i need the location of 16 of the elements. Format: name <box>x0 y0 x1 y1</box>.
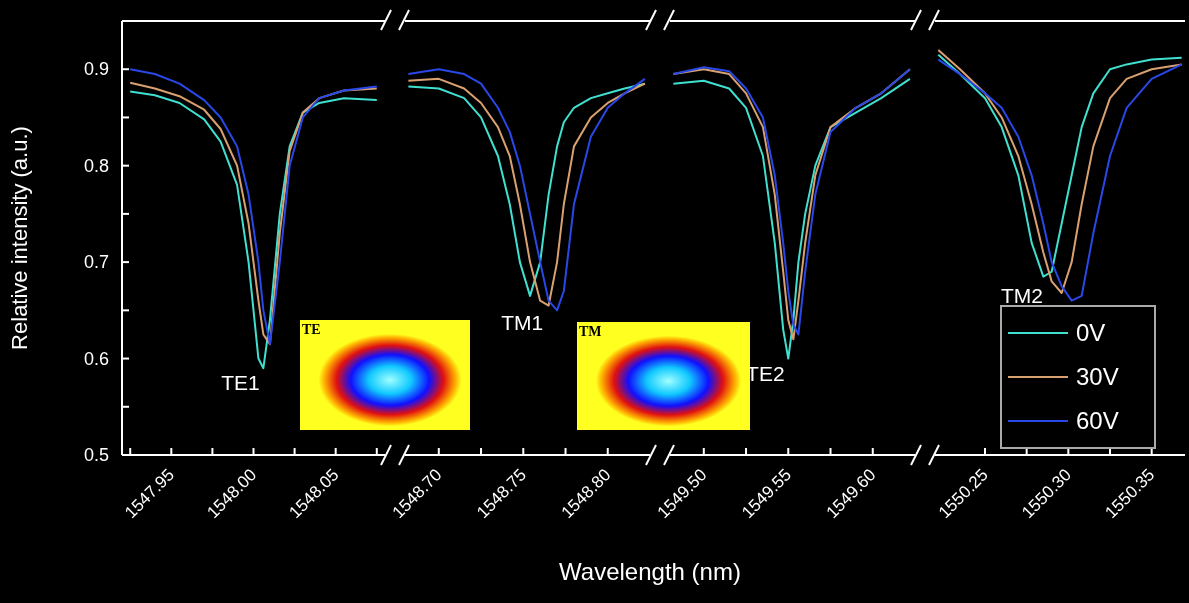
legend-label: 0V <box>1076 319 1106 347</box>
annotation: TE1 <box>221 371 260 395</box>
y-tick-label: 0.5 <box>83 445 109 465</box>
legend-label: 60V <box>1076 407 1119 435</box>
y-axis-title: Relative intensity (a.u.) <box>7 125 33 350</box>
annotation: TE2 <box>746 361 785 385</box>
y-tick-label: 0.7 <box>83 252 109 273</box>
legend-label: 30V <box>1076 363 1119 391</box>
annotation: TM1 <box>501 311 544 335</box>
annotation: TM2 <box>1001 284 1043 308</box>
y-tick-label: 0.8 <box>83 155 109 176</box>
x-axis-title: Wavelength (nm) <box>559 558 741 586</box>
annotation: TM <box>579 324 602 339</box>
annotation: TE <box>302 322 321 337</box>
y-tick-label: 0.6 <box>83 348 109 369</box>
y-tick-label: 0.9 <box>83 59 109 80</box>
